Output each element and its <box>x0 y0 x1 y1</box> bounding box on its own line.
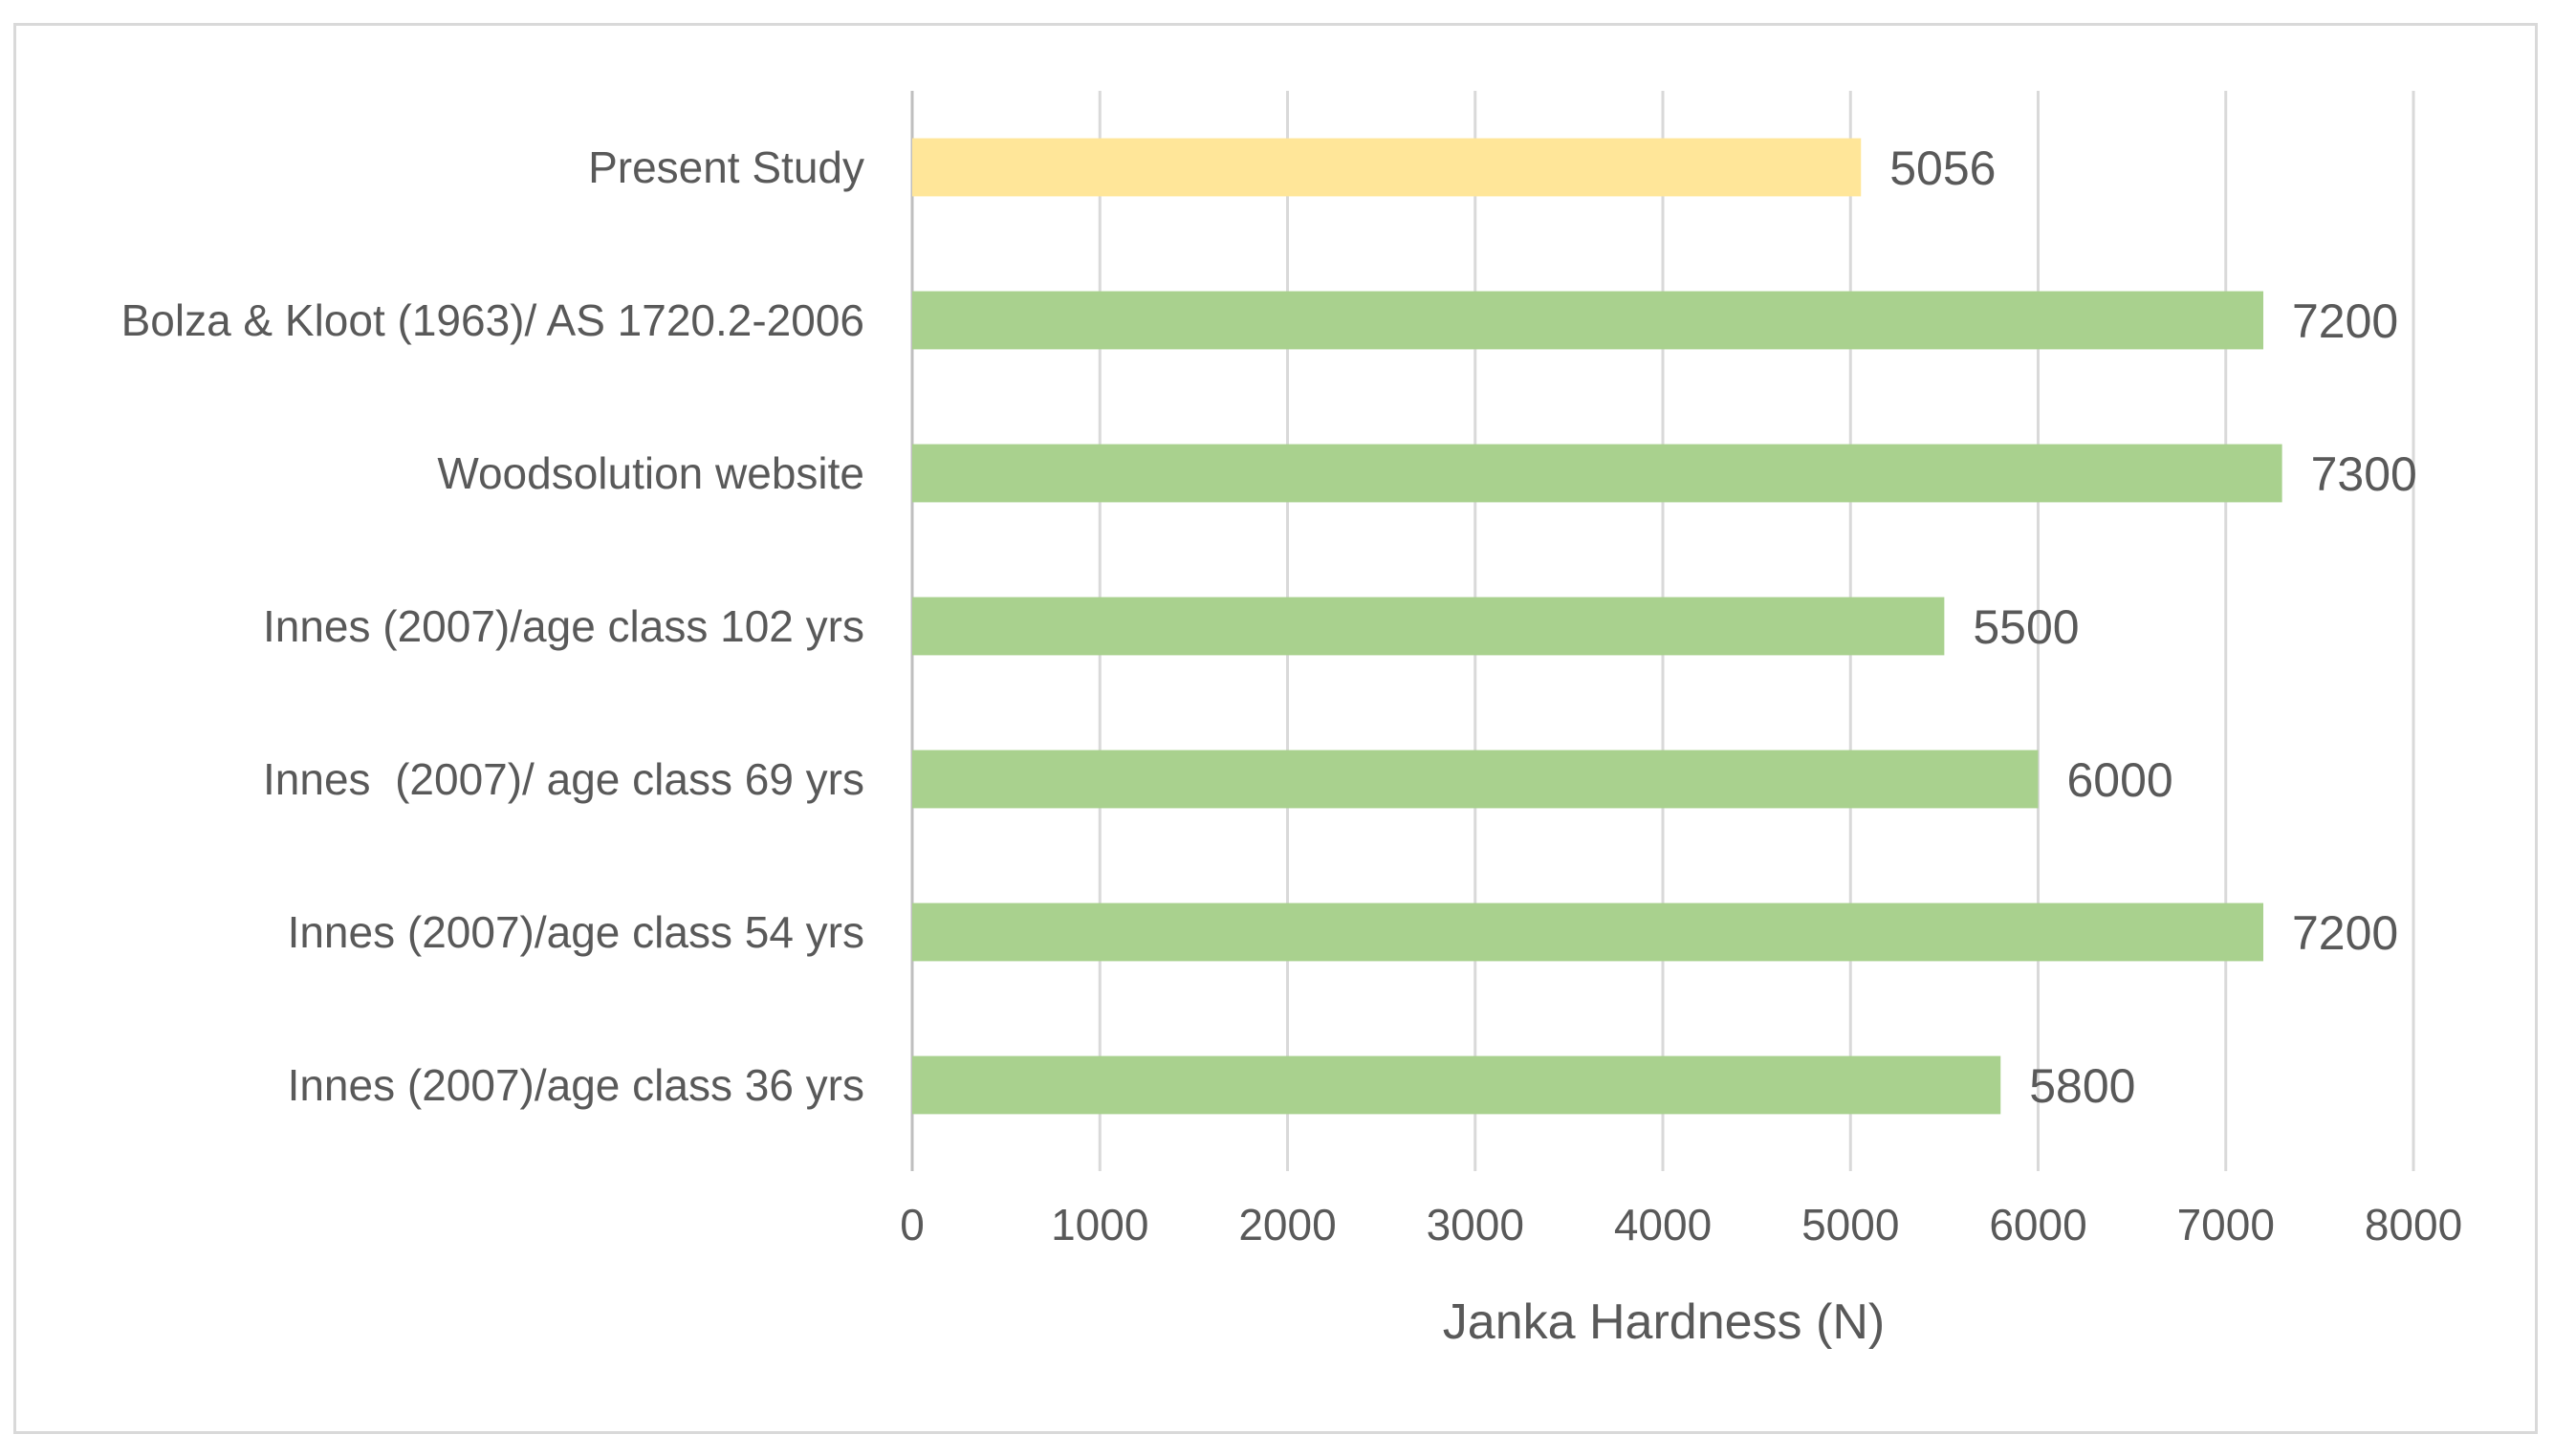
category-label: Innes (2007)/age class 102 yrs <box>263 601 864 651</box>
x-tick-label: 0 <box>900 1200 925 1250</box>
category-label: Innes (2007)/age class 54 yrs <box>288 907 864 957</box>
category-labels: Present Study Bolza & Kloot (1963)/ AS 17… <box>121 142 864 1110</box>
x-tick-label: 6000 <box>1989 1200 2086 1250</box>
x-tick-label: 5000 <box>1801 1200 1899 1250</box>
x-tick-label: 8000 <box>2365 1200 2462 1250</box>
tick-labels: 0 1000 2000 3000 4000 5000 6000 7000 8000 <box>900 1200 2462 1250</box>
data-label: 6000 <box>2067 753 2173 807</box>
category-label: Present Study <box>588 142 864 192</box>
bar <box>912 750 2039 809</box>
bar <box>912 597 1945 656</box>
x-axis-title: Janka Hardness (N) <box>1443 1294 1885 1350</box>
data-labels: 5056 7200 7300 5500 6000 7200 5800 <box>1889 141 2417 1113</box>
bar <box>912 444 2282 503</box>
category-label: Bolza & Kloot (1963)/ AS 1720.2-2006 <box>121 295 864 345</box>
bars <box>912 138 2282 1115</box>
bar <box>912 138 1862 197</box>
bar <box>912 1055 2001 1115</box>
category-label: Innes (2007)/ age class 69 yrs <box>263 754 864 804</box>
data-label: 7300 <box>2311 447 2417 501</box>
x-tick-label: 4000 <box>1614 1200 1712 1250</box>
data-label: 7200 <box>2292 294 2398 348</box>
x-tick-label: 3000 <box>1427 1200 1524 1250</box>
x-tick-label: 7000 <box>2177 1200 2275 1250</box>
bar <box>912 902 2263 962</box>
data-label: 5800 <box>2029 1059 2135 1113</box>
chart-frame <box>13 23 2538 1434</box>
data-label: 7200 <box>2292 906 2398 960</box>
category-label: Innes (2007)/age class 36 yrs <box>288 1060 864 1110</box>
data-label: 5056 <box>1889 141 1996 195</box>
data-label: 5500 <box>1973 600 2079 654</box>
x-tick-label: 1000 <box>1051 1200 1148 1250</box>
category-label: Woodsolution website <box>437 448 864 498</box>
x-tick-label: 2000 <box>1238 1200 1336 1250</box>
bar <box>912 291 2263 350</box>
